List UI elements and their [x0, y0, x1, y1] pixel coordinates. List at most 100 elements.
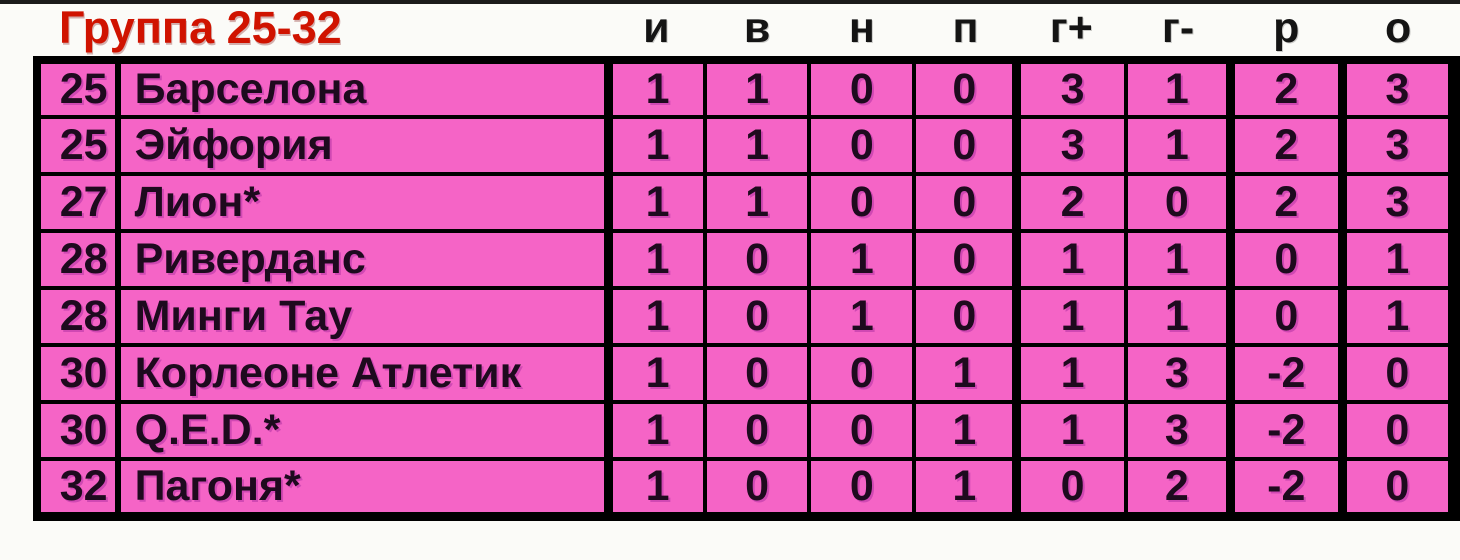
- column-header-goal-diff: р: [1273, 3, 1300, 52]
- stat-cell: 1: [702, 172, 812, 233]
- team-cell: Q.E.D.*: [114, 400, 611, 461]
- stat-cell: 2: [1225, 172, 1345, 233]
- header-row: Группа 25-32 и в н п г+ г- р о: [37, 0, 1454, 60]
- stat-cell: 1: [603, 286, 707, 347]
- stat-cell: 2: [1225, 56, 1345, 119]
- stat-cell: -2: [1225, 400, 1345, 461]
- stat-cell: 0: [702, 457, 812, 521]
- stat-cell: 3: [1337, 56, 1460, 119]
- stat-cell: 0: [1225, 286, 1345, 347]
- stat-cell: 0: [1337, 343, 1460, 404]
- column-header-losses: п: [952, 3, 979, 52]
- table-row: 30 Q.E.D.* 1 0 0 1 1 3 -2 0: [33, 400, 1460, 461]
- stat-cell: 0: [702, 343, 812, 404]
- stat-cell: -2: [1225, 457, 1345, 521]
- stat-cell: 3: [1337, 172, 1460, 233]
- stat-cell: 1: [912, 343, 1019, 404]
- stat-cell: 1: [603, 56, 707, 119]
- rank-cell: 27: [33, 172, 120, 233]
- stat-cell: 2: [1123, 457, 1233, 521]
- stat-cell: 1: [702, 115, 812, 176]
- stat-cell: 0: [807, 457, 917, 521]
- rank-cell: 28: [33, 286, 120, 347]
- rank-cell: 25: [33, 115, 120, 176]
- stat-cell: 1: [702, 56, 812, 119]
- top-edge-strip: [0, 0, 1460, 4]
- stat-cell: 0: [1012, 457, 1128, 521]
- rank-cell: 28: [33, 229, 120, 290]
- team-cell: Корлеоне Атлетик: [114, 343, 611, 404]
- stat-cell: 1: [1123, 229, 1233, 290]
- stat-cell: 2: [1012, 172, 1128, 233]
- stat-cell: 3: [1337, 115, 1460, 176]
- table-row: 25 Эйфория 1 1 0 0 3 1 2 3: [33, 115, 1460, 176]
- stat-cell: 1: [1012, 229, 1128, 290]
- stat-cell: 1: [1012, 400, 1128, 461]
- column-header-games: и: [643, 3, 670, 52]
- stat-cell: 0: [1337, 400, 1460, 461]
- stat-cell: 1: [603, 229, 707, 290]
- team-cell: Барселона: [114, 56, 611, 119]
- table-row: 25 Барселона 1 1 0 0 3 1 2 3: [33, 56, 1460, 119]
- stat-cell: 1: [912, 400, 1019, 461]
- rank-cell: 30: [33, 400, 120, 461]
- stat-cell: 0: [1337, 457, 1460, 521]
- stat-cell: 1: [1012, 343, 1128, 404]
- rank-cell: 30: [33, 343, 120, 404]
- stat-cell: 1: [603, 457, 707, 521]
- stat-cell: 1: [912, 457, 1019, 521]
- stat-cell: 0: [912, 56, 1019, 119]
- stat-cell: 0: [1225, 229, 1345, 290]
- team-cell: Минги Тау: [114, 286, 611, 347]
- column-header-draws: н: [848, 3, 875, 52]
- stat-cell: 3: [1012, 115, 1128, 176]
- team-cell: Риверданс: [114, 229, 611, 290]
- stat-cell: 0: [912, 115, 1019, 176]
- stat-cell: 1: [1123, 286, 1233, 347]
- table-row: 32 Пагоня* 1 0 0 1 0 2 -2 0: [33, 457, 1460, 521]
- stat-cell: 3: [1012, 56, 1128, 119]
- stat-cell: 1: [1012, 286, 1128, 347]
- stat-cell: -2: [1225, 343, 1345, 404]
- table-row: 30 Корлеоне Атлетик 1 0 0 1 1 3 -2 0: [33, 343, 1460, 404]
- stat-cell: 0: [912, 172, 1019, 233]
- table-row: 28 Риверданс 1 0 1 0 1 1 0 1: [33, 229, 1460, 290]
- team-cell: Пагоня*: [114, 457, 611, 521]
- stat-cell: 0: [912, 229, 1019, 290]
- stat-cell: 0: [1123, 172, 1233, 233]
- stat-cell: 1: [1337, 286, 1460, 347]
- stat-cell: 1: [1123, 115, 1233, 176]
- rank-cell: 32: [33, 457, 120, 521]
- team-cell: Эйфория: [114, 115, 611, 176]
- stat-cell: 0: [702, 229, 812, 290]
- stat-cell: 1: [603, 172, 707, 233]
- stat-cell: 1: [807, 229, 917, 290]
- stat-cell: 0: [807, 115, 917, 176]
- stat-cell: 0: [807, 343, 917, 404]
- column-header-wins: в: [743, 3, 771, 52]
- column-header-goals-against: г-: [1161, 3, 1195, 52]
- stat-cell: 1: [603, 115, 707, 176]
- stat-cell: 3: [1123, 400, 1233, 461]
- stat-cell: 0: [807, 56, 917, 119]
- rank-cell: 25: [33, 56, 120, 119]
- stat-cell: 0: [807, 172, 917, 233]
- stat-cell: 1: [807, 286, 917, 347]
- stat-cell: 1: [603, 400, 707, 461]
- stat-cell: 1: [1337, 229, 1460, 290]
- standings-table: Группа 25-32 и в н п г+ г- р о 25 Барсел…: [33, 0, 1460, 521]
- table-row: 27 Лион* 1 1 0 0 2 0 2 3: [33, 172, 1460, 233]
- stat-cell: 1: [1123, 56, 1233, 119]
- stat-cell: 0: [702, 400, 812, 461]
- column-header-points: о: [1384, 3, 1412, 52]
- column-header-goals-for: г+: [1049, 3, 1093, 52]
- team-cell: Лион*: [114, 172, 611, 233]
- table-row: 28 Минги Тау 1 0 1 0 1 1 0 1: [33, 286, 1460, 347]
- stat-cell: 1: [603, 343, 707, 404]
- stat-cell: 2: [1225, 115, 1345, 176]
- stat-cell: 0: [702, 286, 812, 347]
- stat-cell: 0: [807, 400, 917, 461]
- group-title: Группа 25-32: [59, 2, 342, 53]
- stat-cell: 0: [912, 286, 1019, 347]
- standings-body: 25 Барселона 1 1 0 0 3 1 2 3 25 Эйфория …: [33, 56, 1460, 521]
